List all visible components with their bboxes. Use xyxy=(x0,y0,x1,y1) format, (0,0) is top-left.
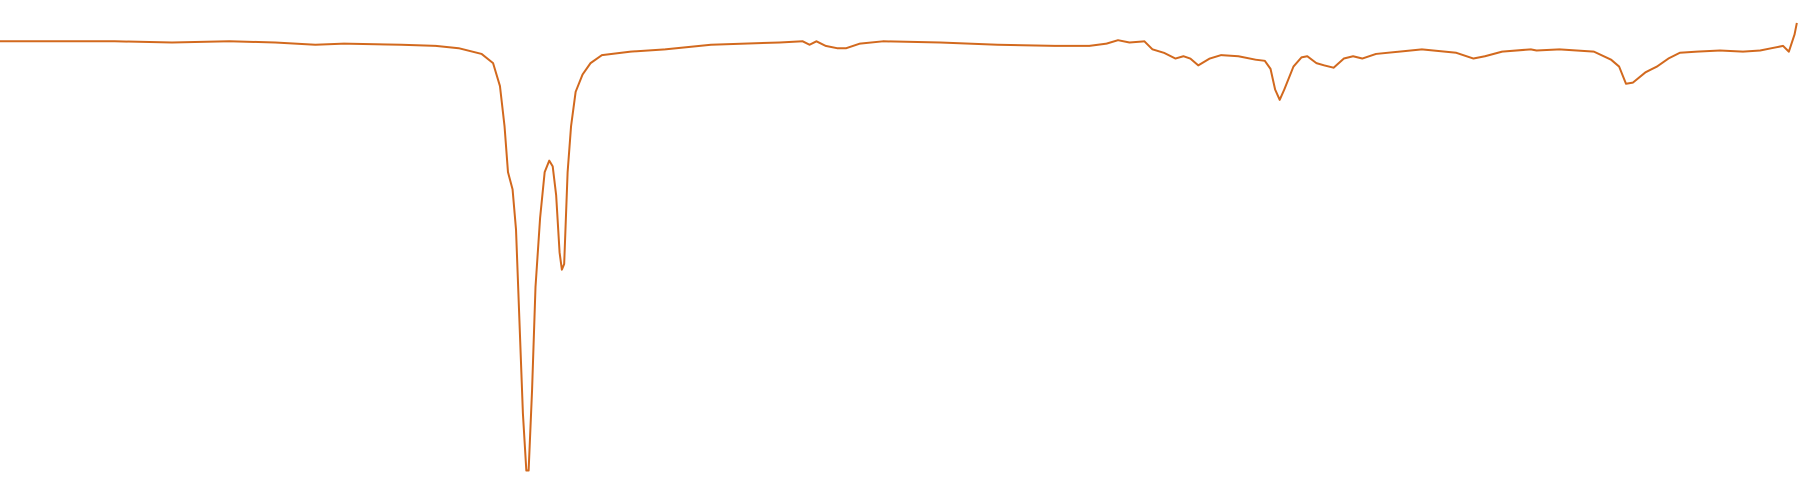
spectrum-line xyxy=(0,22,1798,472)
